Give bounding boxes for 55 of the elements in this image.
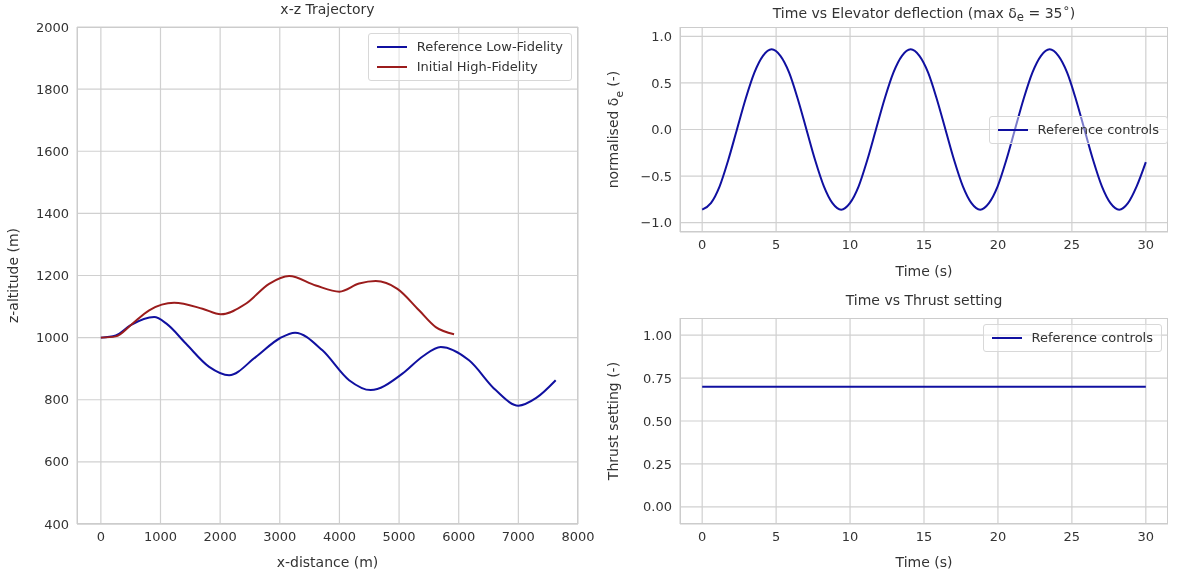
y-tick-label: 1600 [35, 143, 69, 159]
line-series [99, 275, 456, 339]
x-tick-label: 5 [771, 237, 781, 253]
x-tick-label: 20 [989, 237, 1007, 253]
legend-label: Reference Low-Fidelity [416, 38, 563, 56]
y-tick-label: 600 [44, 454, 69, 470]
x-tick-label: 6000 [442, 529, 476, 545]
x-tick-label: 5 [771, 529, 781, 545]
y-tick-label: 1000 [35, 330, 69, 346]
x-tick-label: 10 [841, 529, 859, 545]
y-tick-label: 1.0 [651, 28, 672, 44]
x-tick-label: 15 [915, 529, 933, 545]
legend-label: Initial High-Fidelity [416, 58, 538, 76]
x-tick-label: 4000 [322, 529, 356, 545]
x-tick-label: 15 [915, 237, 933, 253]
y-tick-label: −0.5 [640, 168, 672, 184]
y-tick-label: 1200 [35, 268, 69, 284]
y-tick-label: 400 [44, 516, 69, 532]
y-tick-label: 0.5 [651, 75, 672, 91]
x-tick-label: 10 [841, 237, 859, 253]
line-series [99, 316, 557, 407]
x-tick-label: 25 [1063, 529, 1081, 545]
y-tick-label: 0.0 [651, 122, 672, 138]
y-tick-label: 1400 [35, 205, 69, 221]
x-axis-title: Time (s) [894, 263, 953, 279]
y-tick-label: 0.00 [643, 499, 672, 515]
x-tick-label: 30 [1137, 529, 1155, 545]
y-tick-label: 2000 [35, 19, 69, 35]
legend-label: Reference controls [1031, 329, 1153, 347]
y-tick-label: 0.75 [643, 370, 672, 386]
x-tick-label: 0 [96, 529, 105, 545]
chart-title: Time vs Thrust setting [844, 292, 1004, 308]
x-tick-label: 7000 [501, 529, 535, 545]
y-tick-label: 800 [44, 392, 69, 408]
x-axis-title: Time (s) [894, 554, 953, 570]
x-axis-title: x-distance (m) [276, 554, 379, 570]
y-tick-label: 0.25 [643, 456, 672, 472]
y-tick-label: 0.50 [643, 413, 672, 429]
y-tick-label: 1.00 [643, 327, 672, 343]
y-axis-title: Thrust setting (-) [605, 361, 621, 482]
y-tick-label: 1800 [35, 81, 69, 97]
y-tick-label: −1.0 [640, 215, 672, 231]
x-tick-label: 2000 [203, 529, 237, 545]
x-tick-label: 8000 [561, 529, 595, 545]
x-tick-label: 20 [989, 529, 1007, 545]
x-tick-label: 30 [1137, 237, 1155, 253]
x-tick-label: 0 [698, 529, 707, 545]
y-axis-title: z-altitude (m) [5, 227, 21, 324]
x-tick-label: 3000 [263, 529, 297, 545]
chart-title: Time vs Elevator deflection (max δ$_{e}$ = 35$^{∘}$) [771, 1, 1077, 25]
chart-title: x-z Trajectory [279, 1, 376, 17]
x-tick-label: 1000 [143, 529, 178, 545]
x-tick-label: 0 [698, 237, 707, 253]
x-tick-label: 5000 [382, 529, 416, 545]
x-tick-label: 25 [1063, 237, 1081, 253]
